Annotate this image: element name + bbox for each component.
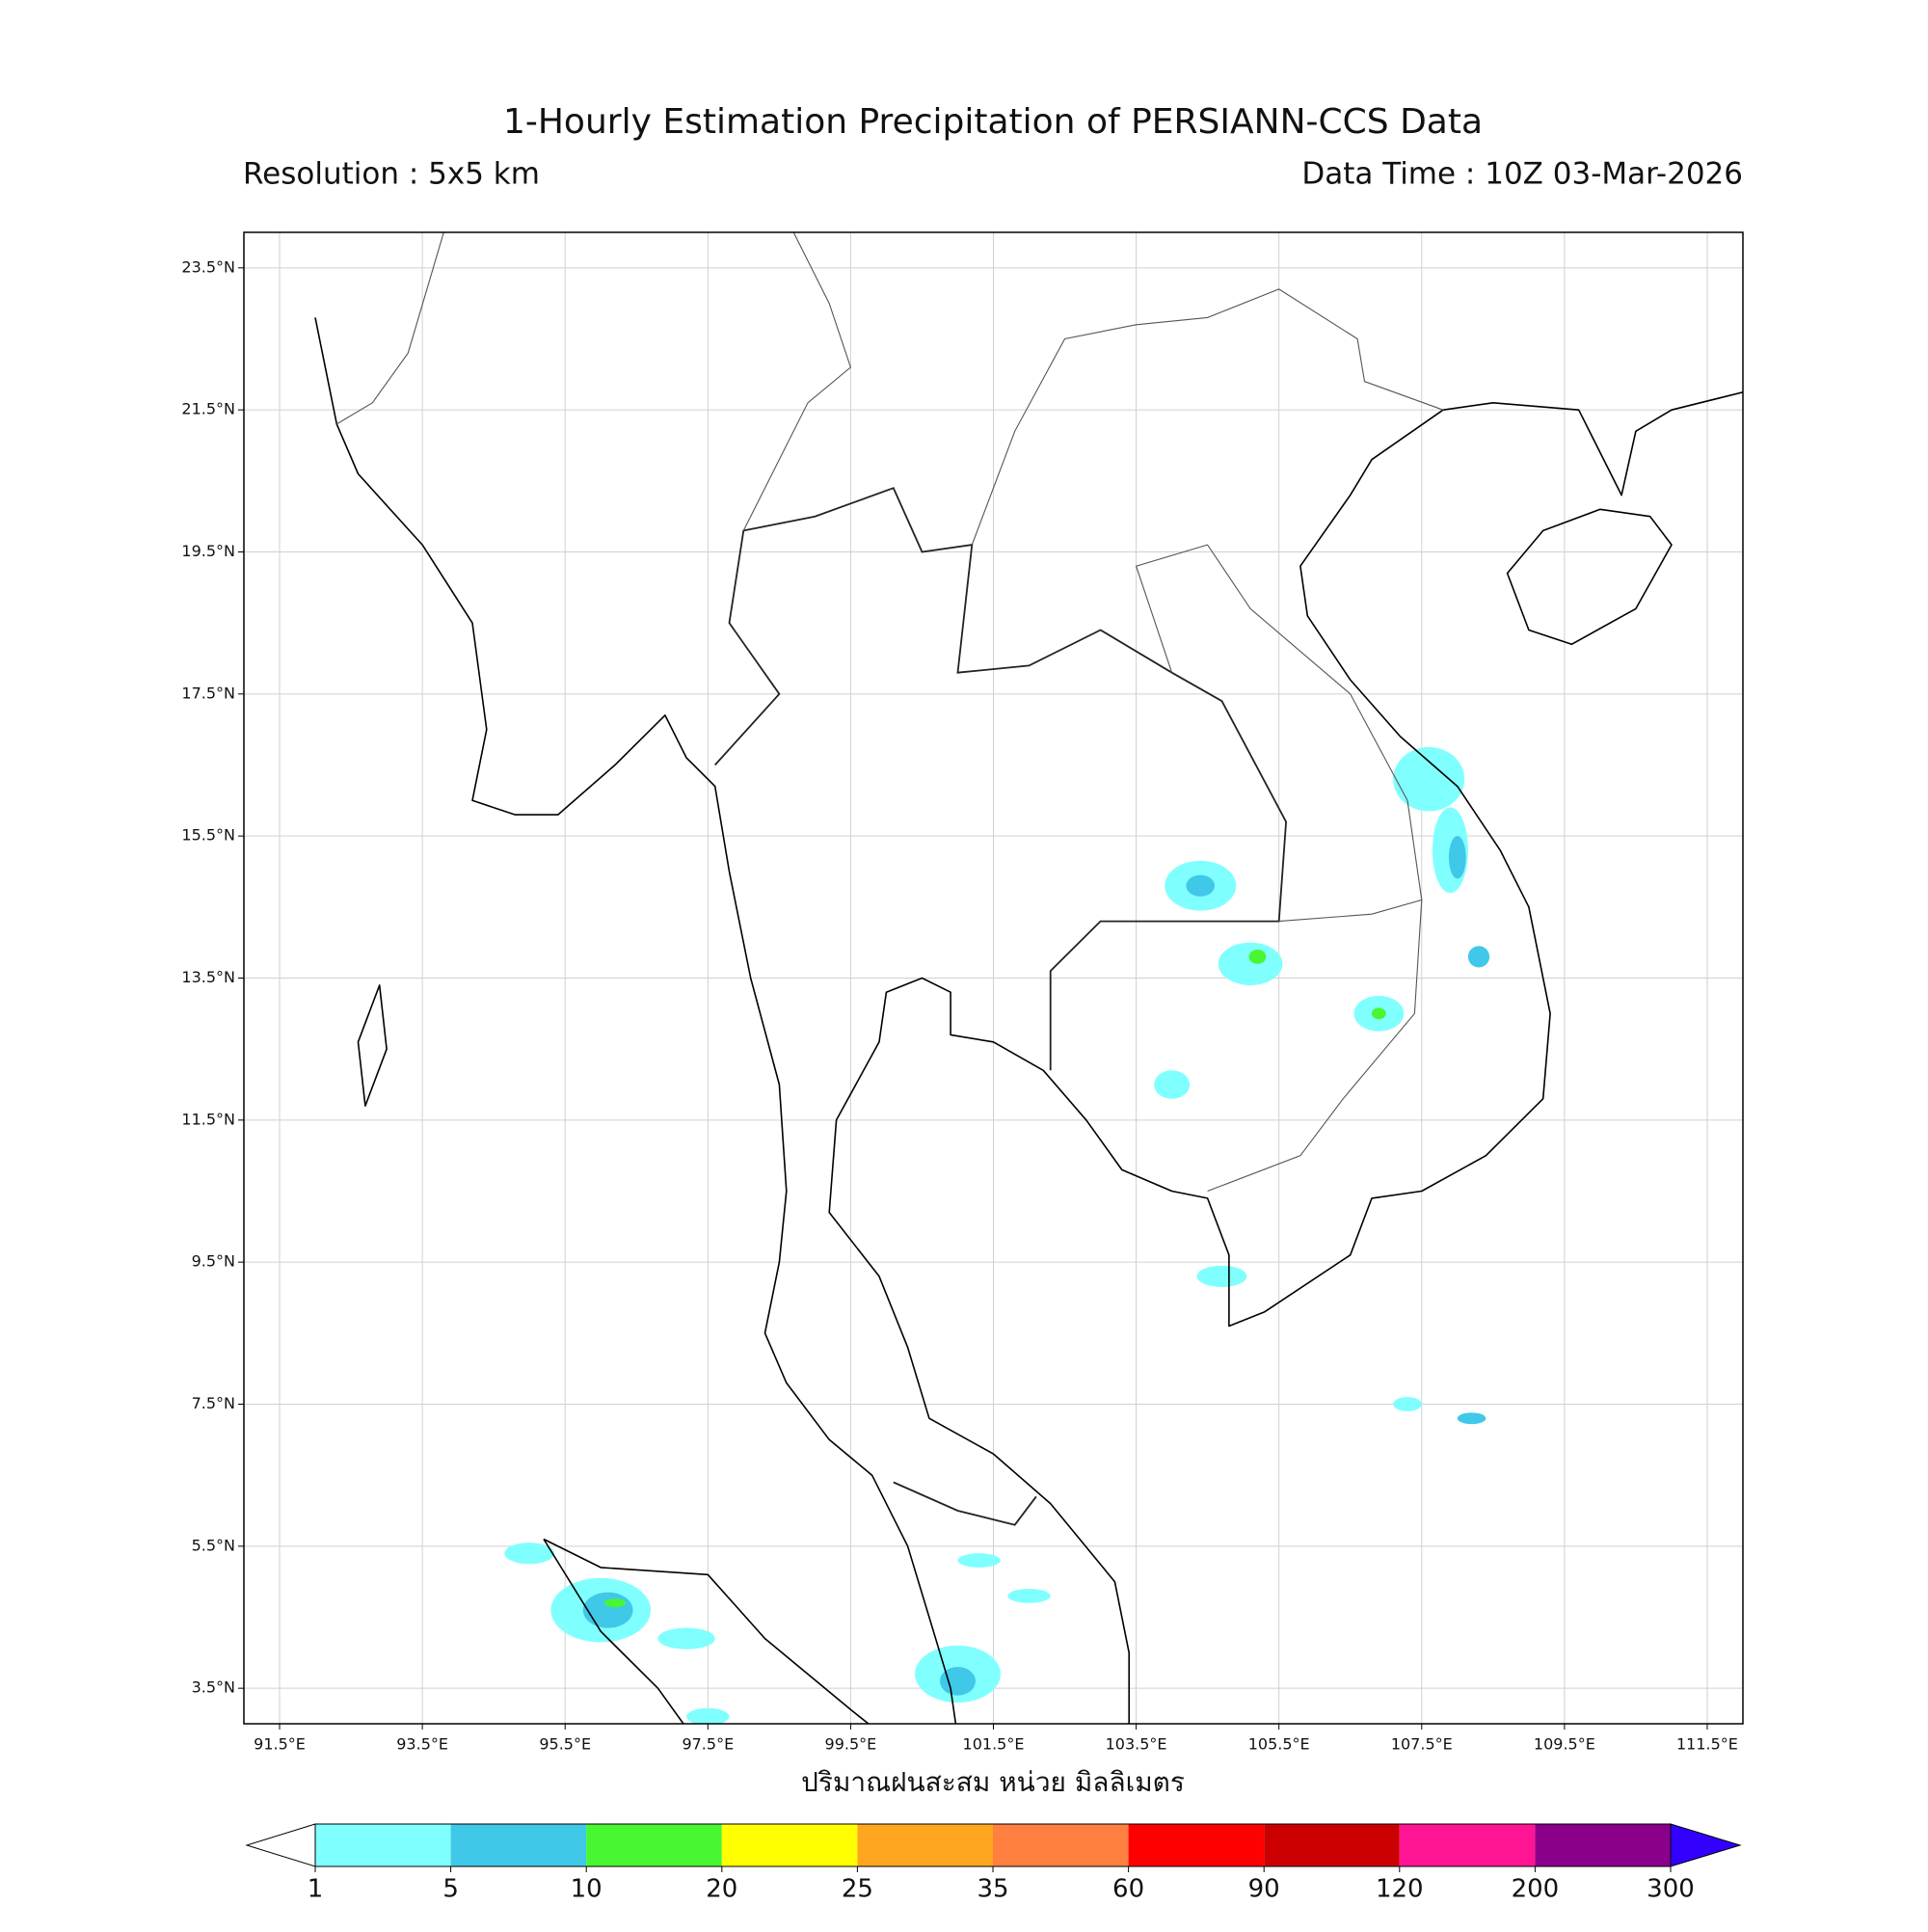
x-tick-label: 109.5°E [1534,1735,1595,1754]
rain-area [957,1553,1001,1568]
map-layers [244,232,1743,1724]
title: 1-Hourly Estimation Precipitation of PER… [503,102,1483,142]
rain-area [1393,746,1465,812]
rain-area [657,1627,715,1650]
colorbar-segment [450,1824,587,1866]
colorbar-tick-label: 90 [1248,1875,1280,1904]
y-tick-label: 23.5°N [181,257,235,276]
border [336,232,444,425]
rain-area [1186,874,1216,897]
x-tick-label: 99.5°E [825,1735,877,1754]
coastline [1506,508,1673,646]
subtitle-left: Resolution : 5x5 km [243,157,540,192]
map-frame [243,231,1744,1725]
x-tick-label: 91.5°E [254,1735,306,1754]
coastline [828,390,1743,1724]
subtitle-right: Data Time : 10Z 03-Mar-2026 [1301,157,1743,192]
rain-area [1467,946,1490,968]
colorbar-tick-label: 20 [706,1875,737,1904]
colorbar-segment [993,1824,1129,1866]
y-tick-label: 17.5°N [181,684,235,702]
border [714,487,1288,1071]
y-tick-label: 11.5°N [181,1110,235,1128]
y-tick-label: 3.5°N [192,1678,235,1697]
colorbar-tick-label: 25 [842,1875,873,1904]
y-tick-label: 13.5°N [181,968,235,986]
colorbar-tick-label: 120 [1376,1875,1424,1904]
colorbar-under [245,1823,316,1867]
colorbar-segment [1128,1824,1265,1866]
x-tick-label: 97.5°E [682,1735,734,1754]
rain-area [1393,1397,1422,1411]
x-tick-label: 111.5°E [1676,1735,1738,1754]
rain-area [686,1707,730,1724]
border [1207,899,1423,1193]
rain-area [939,1667,976,1696]
colorbar-tick-label: 5 [442,1875,459,1904]
rain-area [1154,1070,1191,1099]
colorbar-tick-label: 35 [977,1875,1008,1904]
colorbar-tick-label: 200 [1512,1875,1560,1904]
colorbar-label: ปริมาณฝนสะสม หน่วย มิลลิเมตร [801,1766,1185,1798]
rain-area [504,1543,555,1565]
colorbar-segment [586,1824,722,1866]
rain-area [1448,836,1466,879]
y-tick-label: 5.5°N [192,1536,235,1554]
coastline [357,984,388,1107]
colorbar-tick-label: 300 [1647,1875,1695,1904]
border [742,232,852,531]
x-tick-label: 93.5°E [396,1735,448,1754]
colorbar-segment [857,1824,993,1866]
rain-area [1371,1007,1386,1020]
colorbar-segment [315,1824,451,1866]
x-tick-label: 95.5°E [539,1735,591,1754]
x-tick-label: 103.5°E [1106,1735,1167,1754]
colorbar-tick-label: 10 [571,1875,602,1904]
rain-area [1457,1412,1486,1425]
colorbar-over [1670,1823,1742,1867]
colorbar-tick-label: 60 [1112,1875,1144,1904]
y-tick-label: 21.5°N [181,400,235,418]
colorbar-segment [1535,1824,1671,1866]
coastline [543,1539,684,1724]
y-tick-label: 7.5°N [192,1394,235,1412]
border [893,1481,1037,1526]
x-tick-label: 107.5°E [1391,1735,1453,1754]
y-tick-label: 9.5°N [192,1252,235,1271]
colorbar-segment [1264,1824,1400,1866]
colorbar-segment [1399,1824,1536,1866]
y-tick-label: 15.5°N [181,826,235,845]
colorbar-segment [721,1824,858,1866]
map-area: 91.5°E 93.5°E 95.5°E 97.5°E 99.5°E 101.5°E 103… [181,231,1744,1754]
x-tick-label: 101.5°E [963,1735,1025,1754]
x-tick-label: 105.5°E [1248,1735,1310,1754]
colorbar-tick-label: 1 [308,1875,324,1904]
rain-area [582,1592,633,1628]
rain-area [603,1598,627,1608]
border [1135,544,1423,900]
border [971,288,1444,546]
rain-area [1218,942,1283,985]
coastline [543,1538,870,1724]
rain-area [1248,950,1267,964]
rain-area [1007,1589,1051,1603]
y-tick-label: 19.5°N [181,542,235,560]
coastline [314,317,957,1724]
rain-area [1196,1265,1247,1287]
